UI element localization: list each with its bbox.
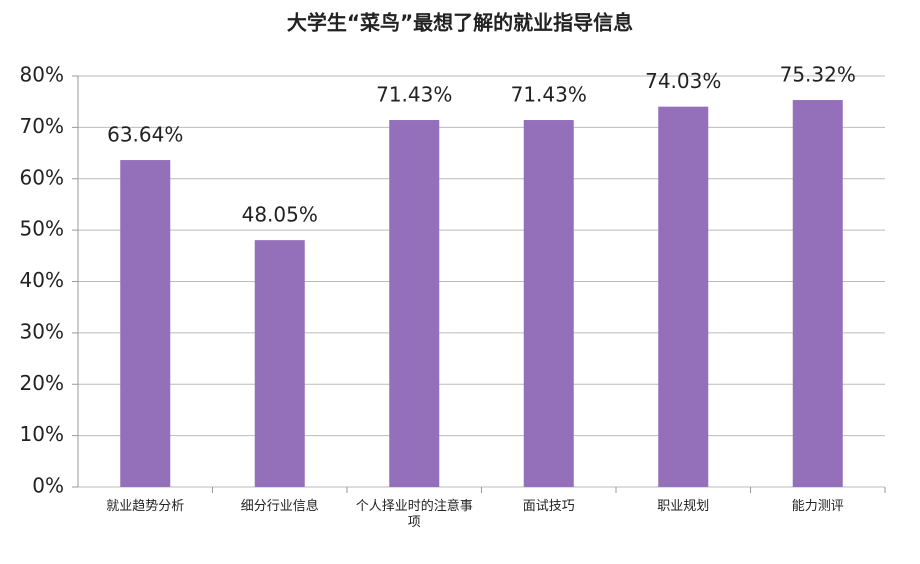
bar (389, 120, 440, 487)
y-tick-label: 10% (20, 422, 64, 446)
y-tick-label: 0% (32, 474, 64, 498)
bar (658, 106, 709, 488)
x-tick-label: 能力测评 (791, 499, 844, 514)
value-label: 75.32% (780, 63, 856, 87)
x-tick-label: 职业规划 (657, 499, 710, 514)
y-tick-label: 80% (20, 63, 64, 87)
x-tick-label: 面试技巧 (522, 499, 575, 514)
bar (254, 240, 305, 487)
chart-title: 大学生“菜鸟”最想了解的就业指导信息 (287, 11, 633, 35)
y-tick-label: 60% (20, 165, 64, 189)
y-tick-label: 70% (20, 114, 64, 138)
y-tick-label: 30% (20, 319, 64, 343)
y-tick-label: 40% (20, 268, 64, 292)
bar (523, 120, 574, 487)
x-tick-label: 就业趋势分析 (106, 499, 185, 514)
value-label: 63.64% (107, 123, 183, 147)
value-label: 71.43% (511, 83, 587, 107)
bar (120, 160, 171, 487)
bar (792, 100, 843, 487)
y-tick-label: 50% (20, 217, 64, 241)
x-tick-label: 细分行业信息 (240, 499, 319, 514)
value-label: 71.43% (376, 83, 452, 107)
value-label: 74.03% (645, 69, 721, 93)
x-tick-label: 个人择业时的注意事项 (355, 499, 473, 530)
value-label: 48.05% (242, 203, 318, 227)
y-tick-label: 20% (20, 371, 64, 395)
